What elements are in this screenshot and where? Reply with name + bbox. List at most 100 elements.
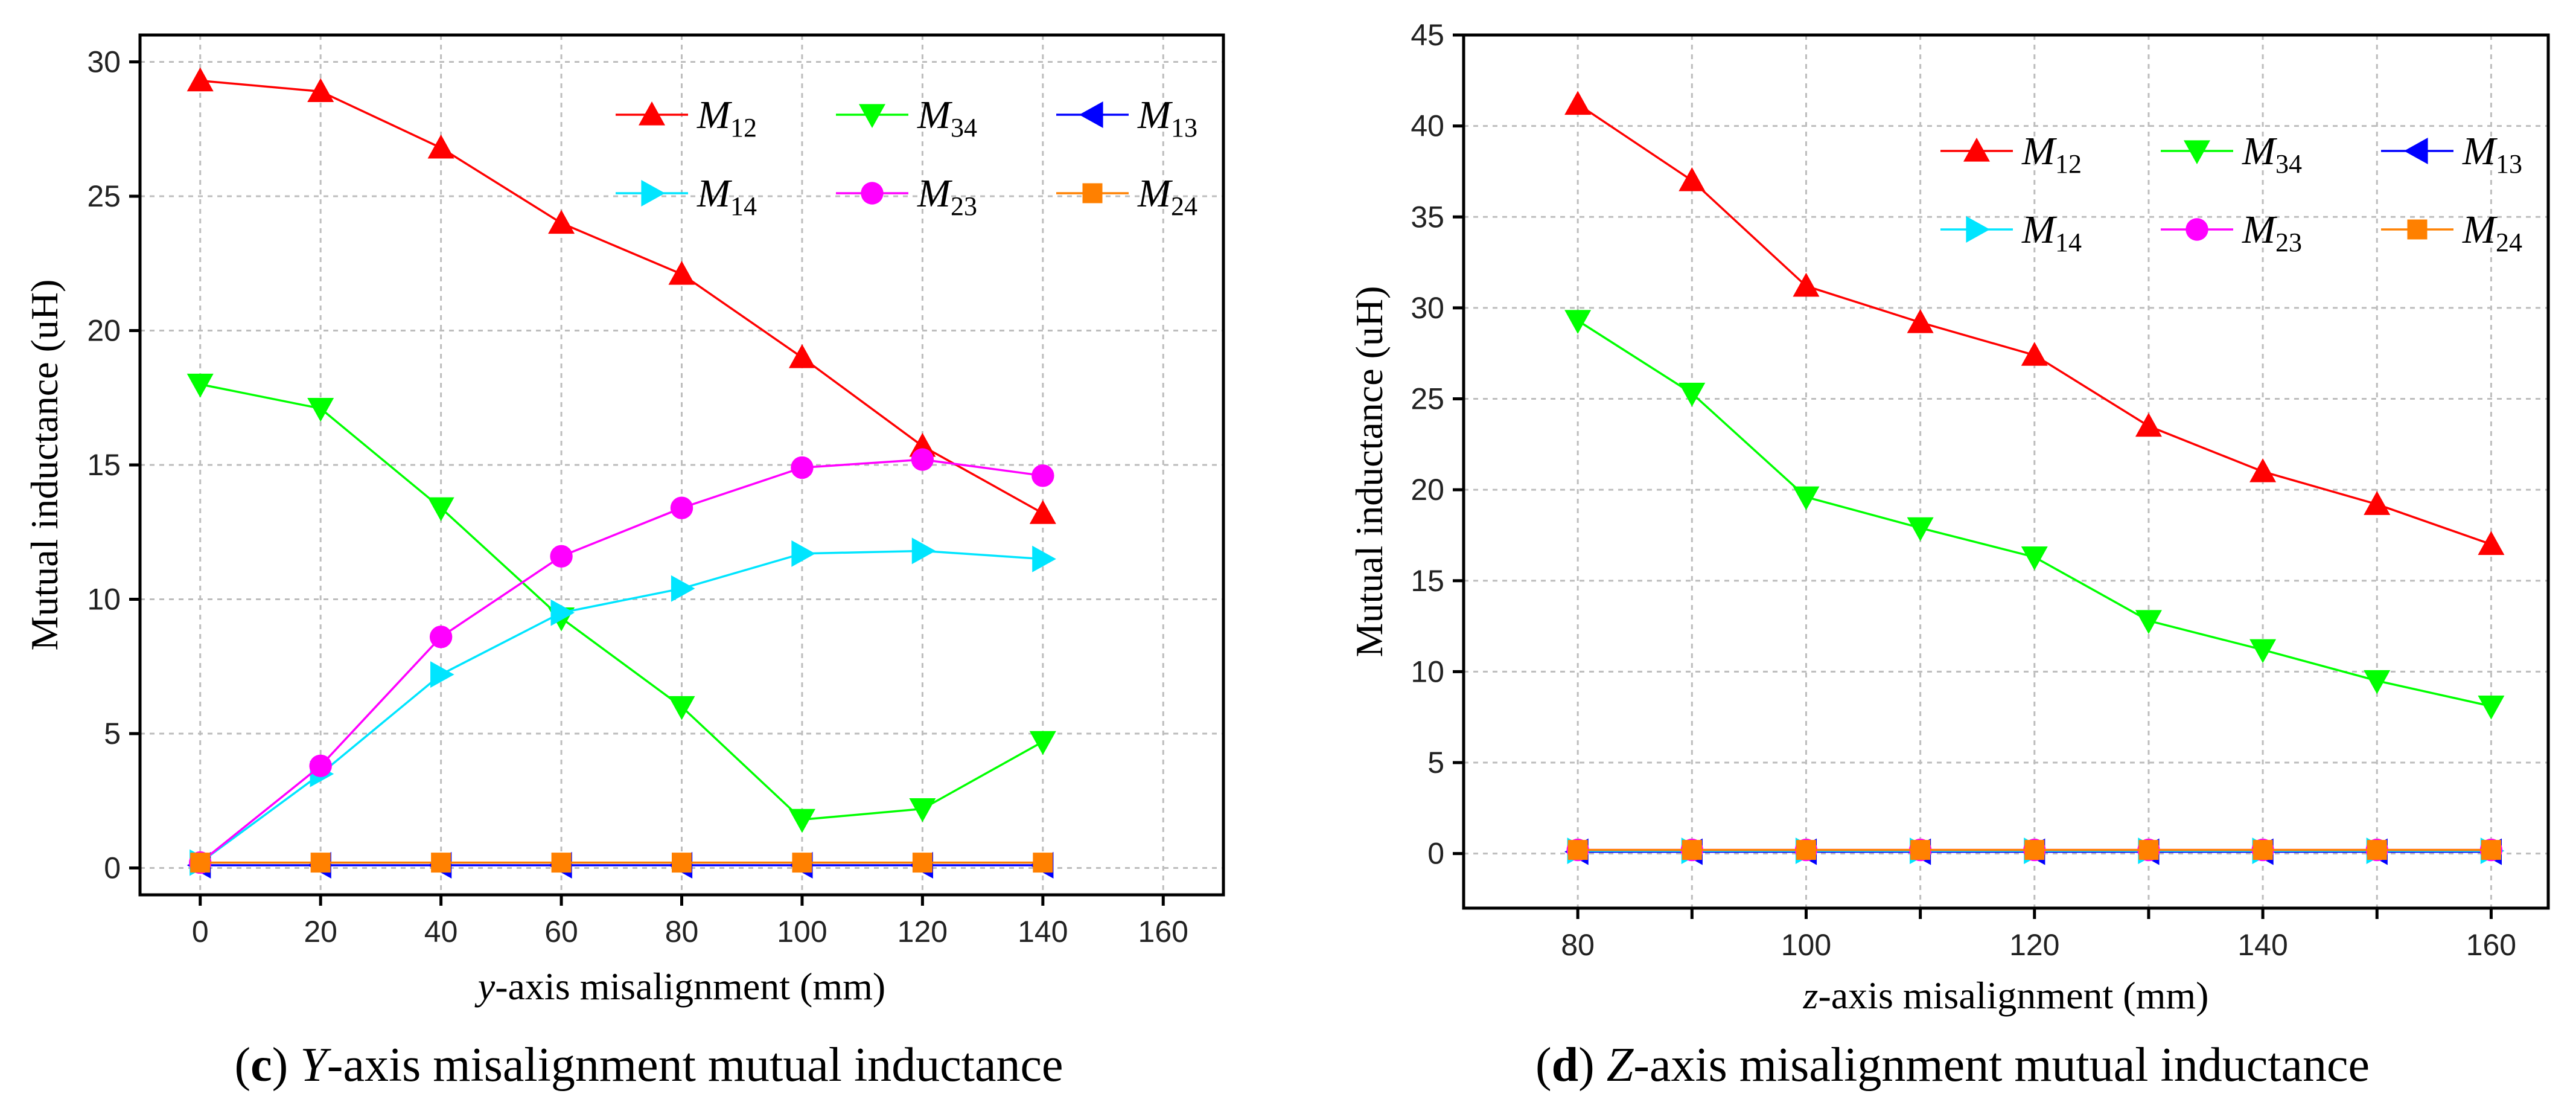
- legend-label-sub: 12: [2055, 149, 2082, 179]
- data-point-M12: [1907, 309, 1934, 333]
- legend-marker: [639, 101, 665, 126]
- legend-item-M13: M13: [1056, 93, 1197, 142]
- y-tick-label: 0: [1427, 837, 1444, 871]
- legend-label-name: M: [1137, 171, 1173, 216]
- data-point-M34: [2478, 696, 2505, 720]
- legend-label-name: M: [697, 93, 733, 137]
- x-tick-label: 140: [1018, 915, 1068, 949]
- legend-label-sub: 14: [2055, 228, 2082, 257]
- y-tick-label: 45: [1411, 18, 1444, 52]
- legend-item-M13: M13: [2381, 129, 2522, 179]
- series-line-M12: [200, 79, 1044, 514]
- data-point-M24: [672, 853, 692, 873]
- legend-item-M34: M34: [2161, 129, 2302, 179]
- data-point-M24: [1682, 840, 1702, 860]
- legend-label: M24: [2462, 208, 2522, 257]
- x-tick-label: 80: [1561, 928, 1595, 962]
- legend-label-name: M: [697, 171, 733, 216]
- y-tick-label: 20: [1411, 473, 1444, 507]
- legend-label-sub: 23: [951, 191, 977, 221]
- caption-c: (c) Y-axis misalignment mutual inductanc…: [235, 1039, 1063, 1092]
- series-M24: [1567, 840, 2501, 860]
- legend-label: M14: [2021, 208, 2082, 257]
- legend-label: M34: [2242, 129, 2302, 179]
- legend-marker: [1082, 183, 1103, 203]
- legend-label-sub: 34: [951, 113, 977, 142]
- legend-label-name: M: [2462, 208, 2498, 252]
- data-point-M12: [2249, 458, 2277, 482]
- x-tick-label: 60: [544, 915, 578, 949]
- data-point-M24: [1796, 840, 1816, 860]
- data-point-M14: [1032, 545, 1056, 572]
- data-point-M12: [2021, 342, 2048, 366]
- data-point-M34: [1564, 310, 1592, 334]
- y-tick-label: 20: [87, 314, 121, 348]
- y-tick-label: 35: [1411, 200, 1444, 234]
- legend-label-name: M: [2021, 208, 2058, 252]
- legend-label-sub: 24: [1171, 191, 1197, 221]
- data-point-M34: [2021, 546, 2048, 571]
- data-point-M12: [548, 210, 575, 234]
- data-point-M12: [668, 261, 695, 285]
- x-axis-label: z-axis misalignment (mm): [1803, 974, 2209, 1017]
- legend-item-M24: M24: [2381, 208, 2522, 257]
- legend-item-M24: M24: [1056, 171, 1197, 221]
- legend-label: M23: [917, 171, 977, 221]
- data-point-M34: [668, 696, 695, 720]
- legend-item-M23: M23: [2161, 208, 2302, 257]
- series-M14: [190, 537, 1056, 876]
- legend-label-sub: 14: [730, 191, 757, 221]
- data-point-M12: [1029, 500, 1056, 524]
- legend-label-name: M: [917, 171, 953, 216]
- data-point-M34: [1793, 486, 1820, 511]
- legend-label-name: M: [1137, 93, 1173, 137]
- legend-item-M12: M12: [616, 93, 757, 142]
- x-tick-label: 120: [2009, 928, 2059, 962]
- legend-label: M12: [697, 93, 757, 142]
- legend-label-sub: 24: [2496, 228, 2522, 257]
- y-tick-label: 30: [87, 45, 121, 79]
- legend-label: M12: [2021, 129, 2082, 179]
- data-point-M34: [1907, 517, 1934, 542]
- data-point-M23: [911, 448, 934, 471]
- legend-label-sub: 13: [2496, 149, 2522, 179]
- data-point-M12: [1793, 272, 1820, 297]
- data-point-M12: [2135, 412, 2162, 437]
- data-point-M12: [427, 134, 454, 159]
- legend-marker: [859, 104, 885, 128]
- x-tick-label: 100: [777, 915, 827, 949]
- data-point-M23: [791, 456, 814, 479]
- legend-label-sub: 12: [730, 113, 757, 142]
- y-axis-label: Mutual inductance (uH): [1348, 286, 1391, 658]
- caption-d-letter: d: [1552, 1039, 1579, 1092]
- data-point-M24: [1033, 853, 1053, 873]
- x-axis-label-text: -axis misalignment (mm): [1818, 974, 2208, 1017]
- data-point-M24: [2252, 840, 2273, 860]
- grid: [1464, 34, 2548, 908]
- x-tick-label: 40: [424, 915, 458, 949]
- data-point-M24: [1567, 840, 1588, 860]
- data-point-M14: [791, 540, 815, 567]
- data-point-M12: [2478, 531, 2505, 556]
- x-tick-label: 120: [897, 915, 948, 949]
- legend-label: M34: [917, 93, 977, 142]
- data-point-M24: [1910, 840, 1931, 860]
- data-point-M24: [912, 853, 933, 873]
- y-tick-label: 5: [104, 717, 121, 751]
- data-point-M24: [2481, 840, 2501, 860]
- data-point-M34: [2135, 610, 2162, 635]
- caption-d-axis: Z: [1607, 1039, 1634, 1092]
- data-point-M24: [2024, 840, 2045, 860]
- plot-frame: [1462, 33, 2550, 910]
- legend-marker: [2185, 218, 2208, 241]
- legend-label: M13: [2462, 129, 2522, 179]
- legend-label: M13: [1137, 93, 1197, 142]
- data-point-M24: [310, 853, 331, 873]
- data-point-M14: [430, 661, 454, 688]
- caption-c-text: -axis misalignment mutual inductance: [327, 1039, 1063, 1092]
- legend-marker: [861, 182, 884, 205]
- data-point-M14: [550, 599, 575, 626]
- data-point-M12: [1564, 91, 1592, 115]
- legend-label-name: M: [2242, 208, 2278, 252]
